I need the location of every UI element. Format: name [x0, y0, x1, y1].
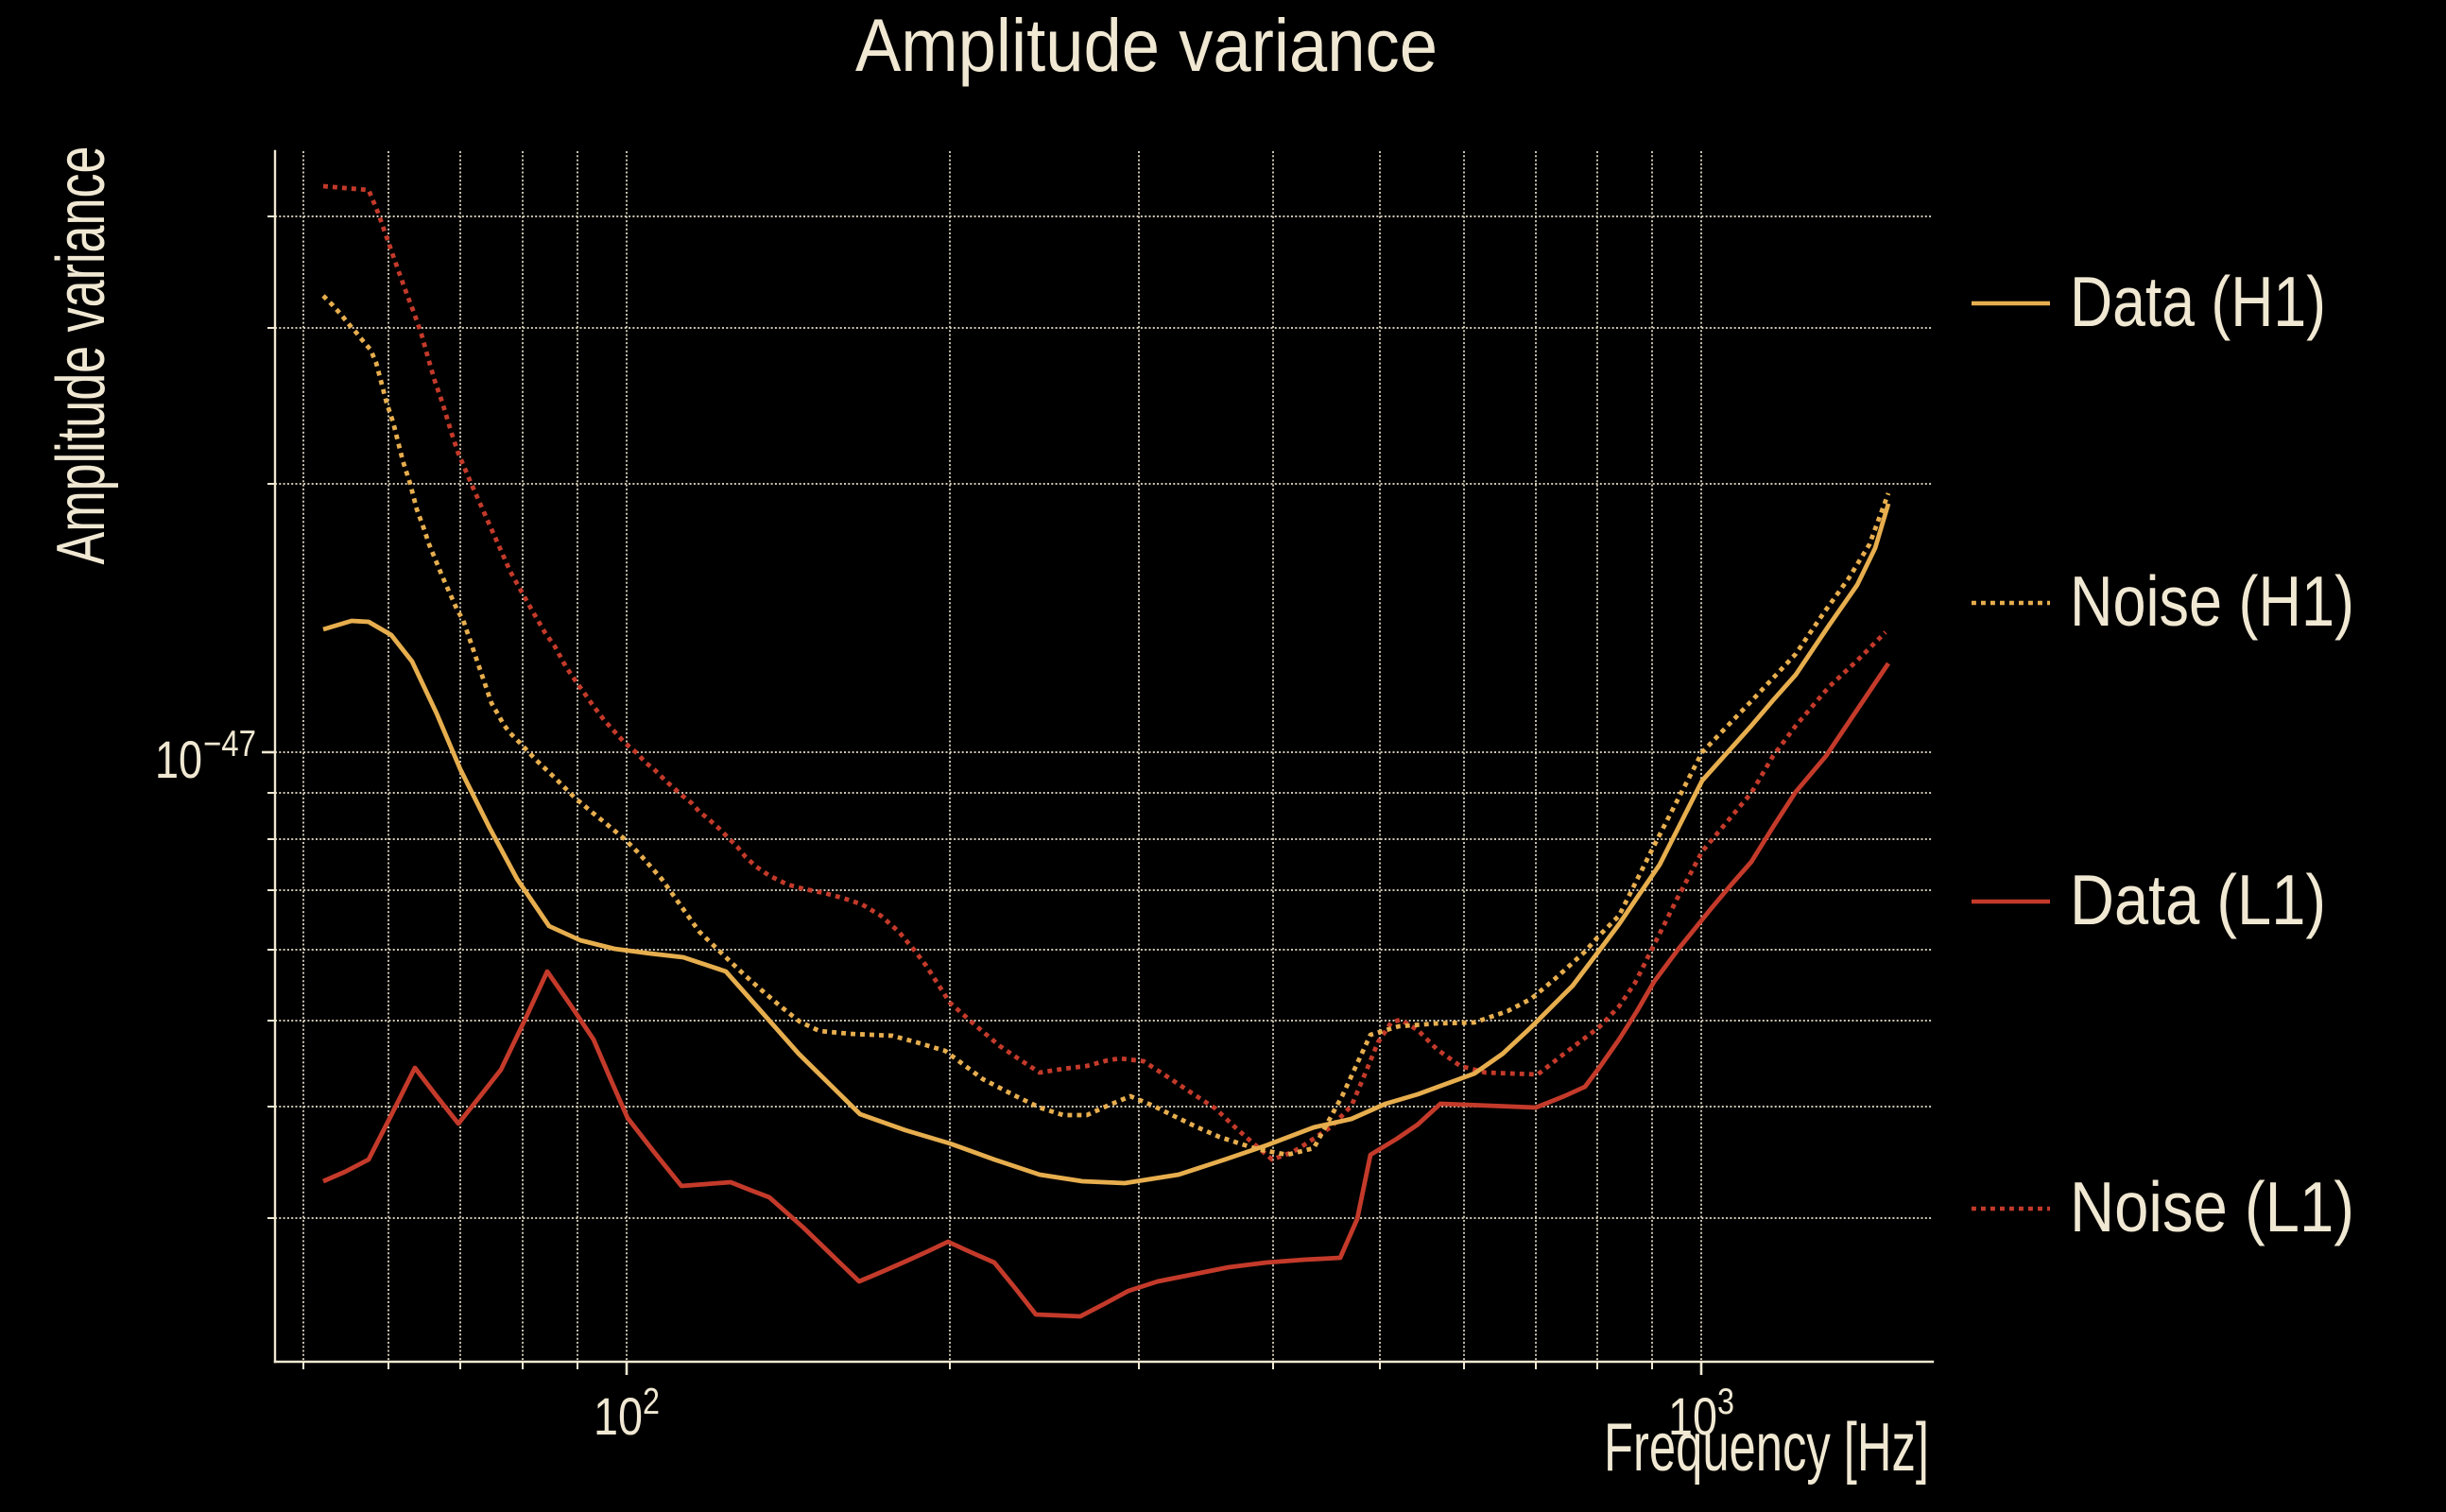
svg-text:Amplitude variance: Amplitude variance	[43, 146, 119, 565]
svg-text:10: 10	[155, 730, 202, 789]
svg-text:Frequency [Hz]: Frequency [Hz]	[1604, 1410, 1929, 1486]
svg-text:Amplitude variance: Amplitude variance	[855, 3, 1438, 87]
svg-text:Data (L1): Data (L1)	[2070, 860, 2326, 939]
svg-text:Data (H1): Data (H1)	[2070, 262, 2326, 341]
svg-text:−47: −47	[203, 724, 256, 765]
svg-text:10: 10	[1668, 1386, 1717, 1446]
svg-text:3: 3	[1717, 1382, 1734, 1422]
svg-text:2: 2	[643, 1382, 660, 1422]
svg-text:Noise (L1): Noise (L1)	[2070, 1167, 2354, 1246]
svg-text:10: 10	[594, 1386, 643, 1446]
svg-text:Noise (H1): Noise (H1)	[2070, 561, 2354, 641]
